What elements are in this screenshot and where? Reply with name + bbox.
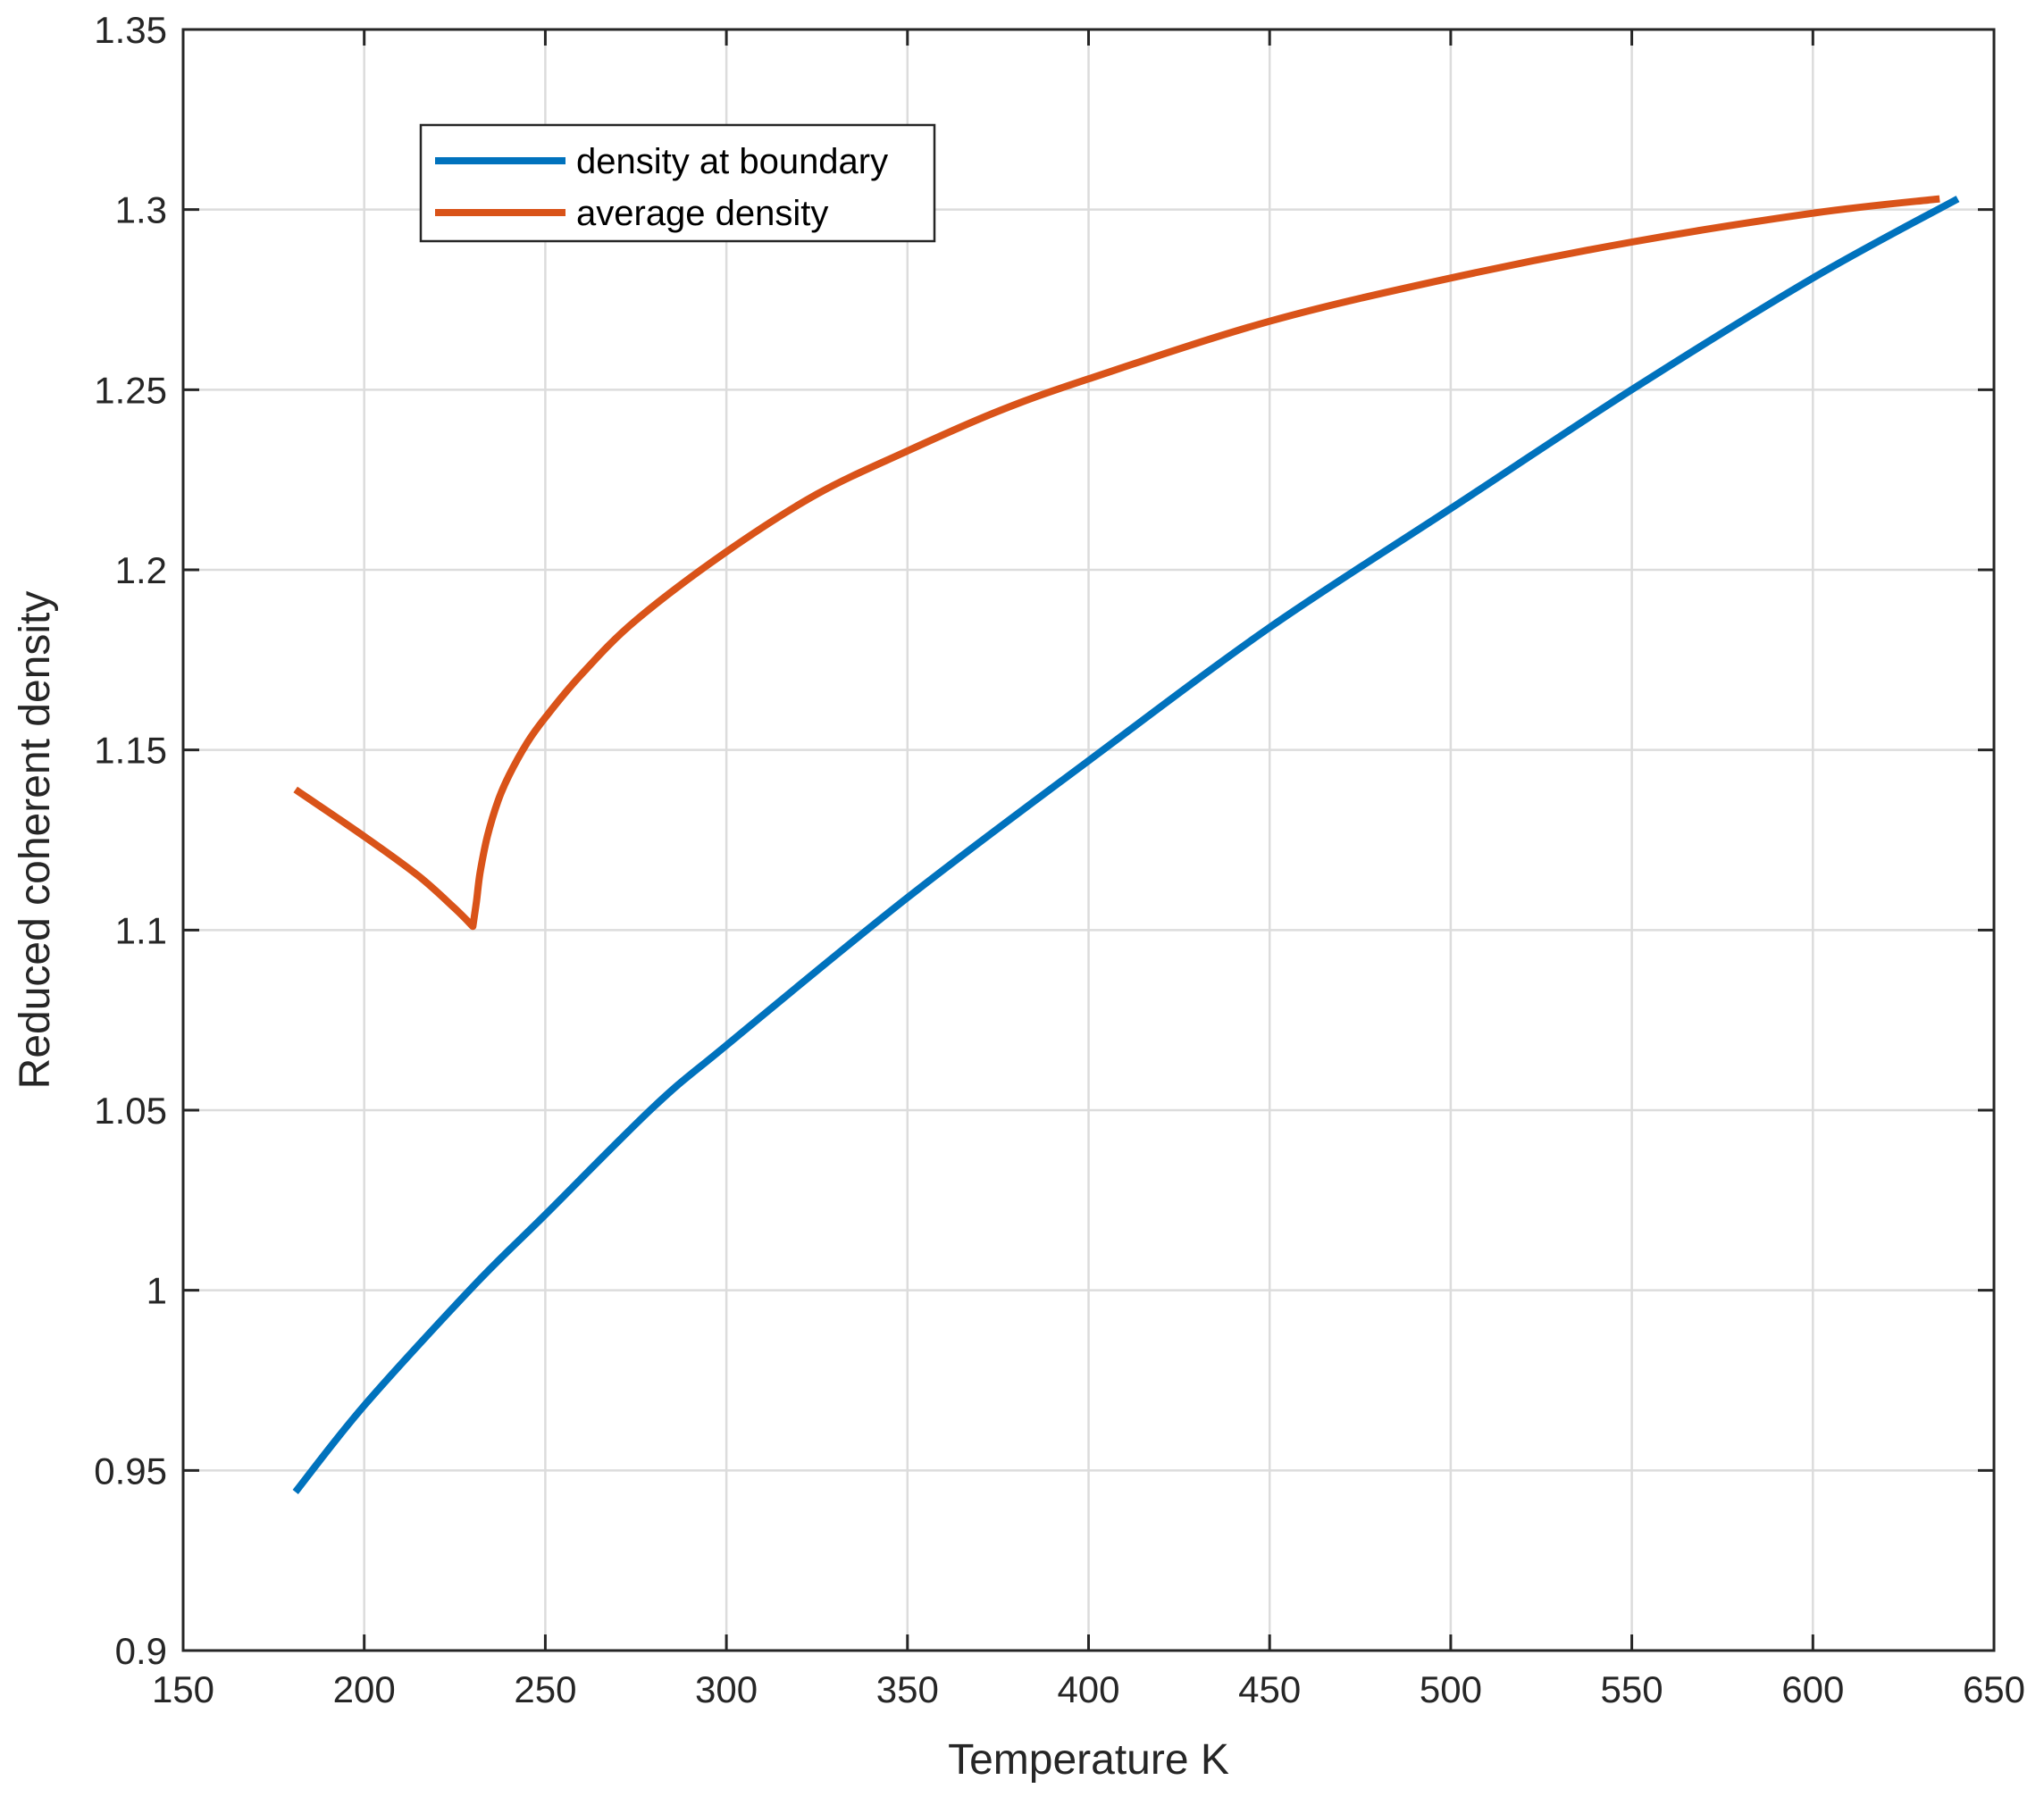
x-tick-label: 150	[152, 1668, 214, 1710]
y-tick-label: 1.3	[115, 189, 167, 231]
x-tick-label: 550	[1601, 1668, 1663, 1710]
x-tick-label: 650	[1963, 1668, 2025, 1710]
x-tick-label: 400	[1057, 1668, 1119, 1710]
y-tick-label: 1.05	[94, 1090, 167, 1132]
y-tick-label: 1	[147, 1270, 167, 1312]
y-tick-label: 1.2	[115, 549, 167, 591]
x-tick-label: 200	[333, 1668, 396, 1710]
series-line-average-density	[293, 195, 1940, 931]
y-tick-label: 0.9	[115, 1630, 167, 1672]
legend-label-density-at-boundary: density at boundary	[576, 142, 888, 181]
series-line-density-at-boundary	[292, 196, 1960, 1494]
y-tick-label: 0.95	[94, 1450, 167, 1492]
y-tick-label: 1.25	[94, 369, 167, 411]
tick-labels: 150 200 250 300 350 400 450 500 550 600 650 0.9 0.95…	[94, 9, 2025, 1710]
legend-box	[419, 123, 936, 243]
y-tick-label: 1.15	[94, 730, 167, 772]
y-axis-label: Reduced coherent density	[12, 591, 59, 1090]
axis-ticks	[181, 28, 1996, 1652]
y-tick-label: 1.1	[115, 909, 167, 951]
legend: density at boundary average density	[419, 123, 936, 243]
x-tick-label: 250	[514, 1668, 576, 1710]
x-tick-label: 300	[695, 1668, 758, 1710]
x-axis-label: Temperature K	[948, 1736, 1229, 1784]
series-layer	[292, 195, 1960, 1494]
x-tick-label: 450	[1238, 1668, 1301, 1710]
x-tick-label: 500	[1420, 1668, 1482, 1710]
y-tick-label: 1.35	[94, 9, 167, 51]
x-tick-label: 600	[1781, 1668, 1844, 1710]
legend-label-average-density: average density	[576, 194, 828, 233]
x-tick-label: 350	[876, 1668, 939, 1710]
